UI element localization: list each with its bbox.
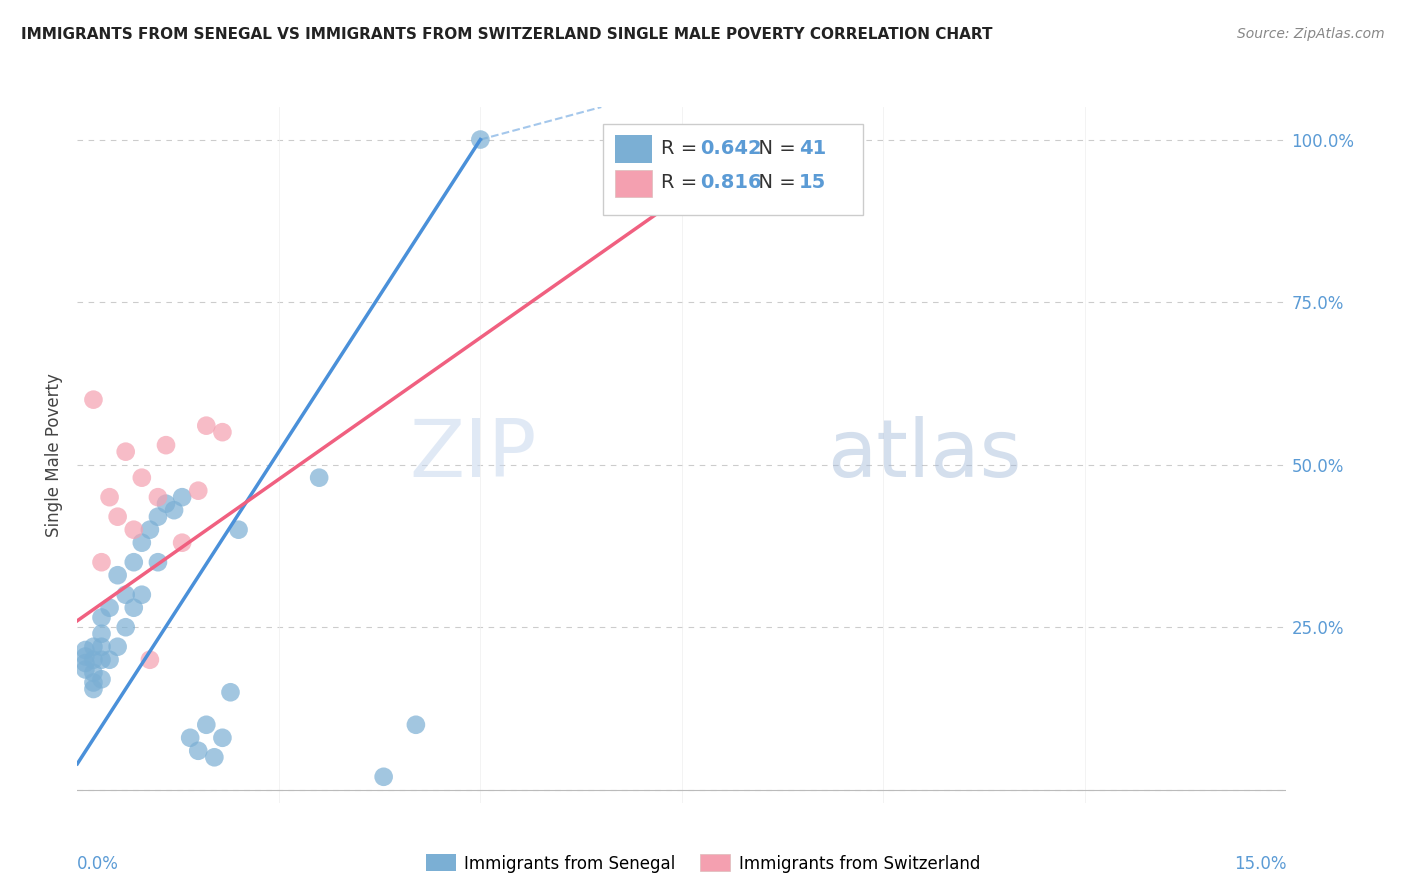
Text: Source: ZipAtlas.com: Source: ZipAtlas.com xyxy=(1237,27,1385,41)
Point xyxy=(155,497,177,511)
Point xyxy=(90,626,112,640)
Text: 15.0%: 15.0% xyxy=(1234,855,1286,873)
Point xyxy=(228,523,250,537)
Point xyxy=(82,392,104,407)
Point xyxy=(90,653,112,667)
Point xyxy=(146,509,169,524)
Point xyxy=(155,438,177,452)
Point xyxy=(179,731,201,745)
Point xyxy=(122,600,145,615)
Point xyxy=(195,718,218,732)
Point xyxy=(751,132,773,146)
Point xyxy=(163,503,186,517)
Text: 0.816: 0.816 xyxy=(700,173,762,192)
Point xyxy=(107,568,129,582)
Point xyxy=(172,535,194,549)
Point xyxy=(82,653,104,667)
Point xyxy=(122,523,145,537)
Text: N =: N = xyxy=(747,173,801,192)
Text: 41: 41 xyxy=(799,138,827,158)
Point xyxy=(107,640,129,654)
Point xyxy=(131,471,153,485)
Point xyxy=(139,653,162,667)
Point xyxy=(172,490,194,504)
Text: 15: 15 xyxy=(799,173,827,192)
Point xyxy=(82,640,104,654)
FancyBboxPatch shape xyxy=(616,169,652,197)
Point xyxy=(82,665,104,680)
Point xyxy=(131,588,153,602)
Point xyxy=(308,471,330,485)
Point xyxy=(98,490,121,504)
Text: R =: R = xyxy=(661,138,704,158)
Point xyxy=(82,681,104,696)
Point xyxy=(211,731,233,745)
Point xyxy=(98,600,121,615)
Point xyxy=(75,656,97,670)
Point xyxy=(373,770,395,784)
Point xyxy=(195,418,218,433)
FancyBboxPatch shape xyxy=(616,135,652,162)
Point xyxy=(219,685,242,699)
FancyBboxPatch shape xyxy=(603,124,863,215)
Point xyxy=(114,588,136,602)
Legend: Immigrants from Senegal, Immigrants from Switzerland: Immigrants from Senegal, Immigrants from… xyxy=(419,847,987,880)
Text: ZIP: ZIP xyxy=(409,416,537,494)
Point xyxy=(75,649,97,664)
Point xyxy=(114,444,136,458)
Text: N =: N = xyxy=(747,138,801,158)
Point xyxy=(187,483,209,498)
Point xyxy=(90,610,112,624)
Point xyxy=(75,663,97,677)
Point xyxy=(90,672,112,686)
Point xyxy=(107,509,129,524)
Text: R =: R = xyxy=(661,173,704,192)
Point xyxy=(122,555,145,569)
Point xyxy=(90,640,112,654)
Point xyxy=(131,535,153,549)
Point xyxy=(202,750,225,764)
Point xyxy=(211,425,233,439)
Point xyxy=(146,490,169,504)
Point xyxy=(187,744,209,758)
Point xyxy=(75,643,97,657)
Point xyxy=(82,675,104,690)
Point xyxy=(98,653,121,667)
Text: 0.642: 0.642 xyxy=(700,138,762,158)
Text: 0.0%: 0.0% xyxy=(77,855,120,873)
Y-axis label: Single Male Poverty: Single Male Poverty xyxy=(45,373,63,537)
Point xyxy=(470,132,492,146)
Text: IMMIGRANTS FROM SENEGAL VS IMMIGRANTS FROM SWITZERLAND SINGLE MALE POVERTY CORRE: IMMIGRANTS FROM SENEGAL VS IMMIGRANTS FR… xyxy=(21,27,993,42)
Text: atlas: atlas xyxy=(827,416,1021,494)
Point xyxy=(114,620,136,634)
Point xyxy=(139,523,162,537)
Point xyxy=(90,555,112,569)
Point xyxy=(146,555,169,569)
Point xyxy=(405,718,427,732)
